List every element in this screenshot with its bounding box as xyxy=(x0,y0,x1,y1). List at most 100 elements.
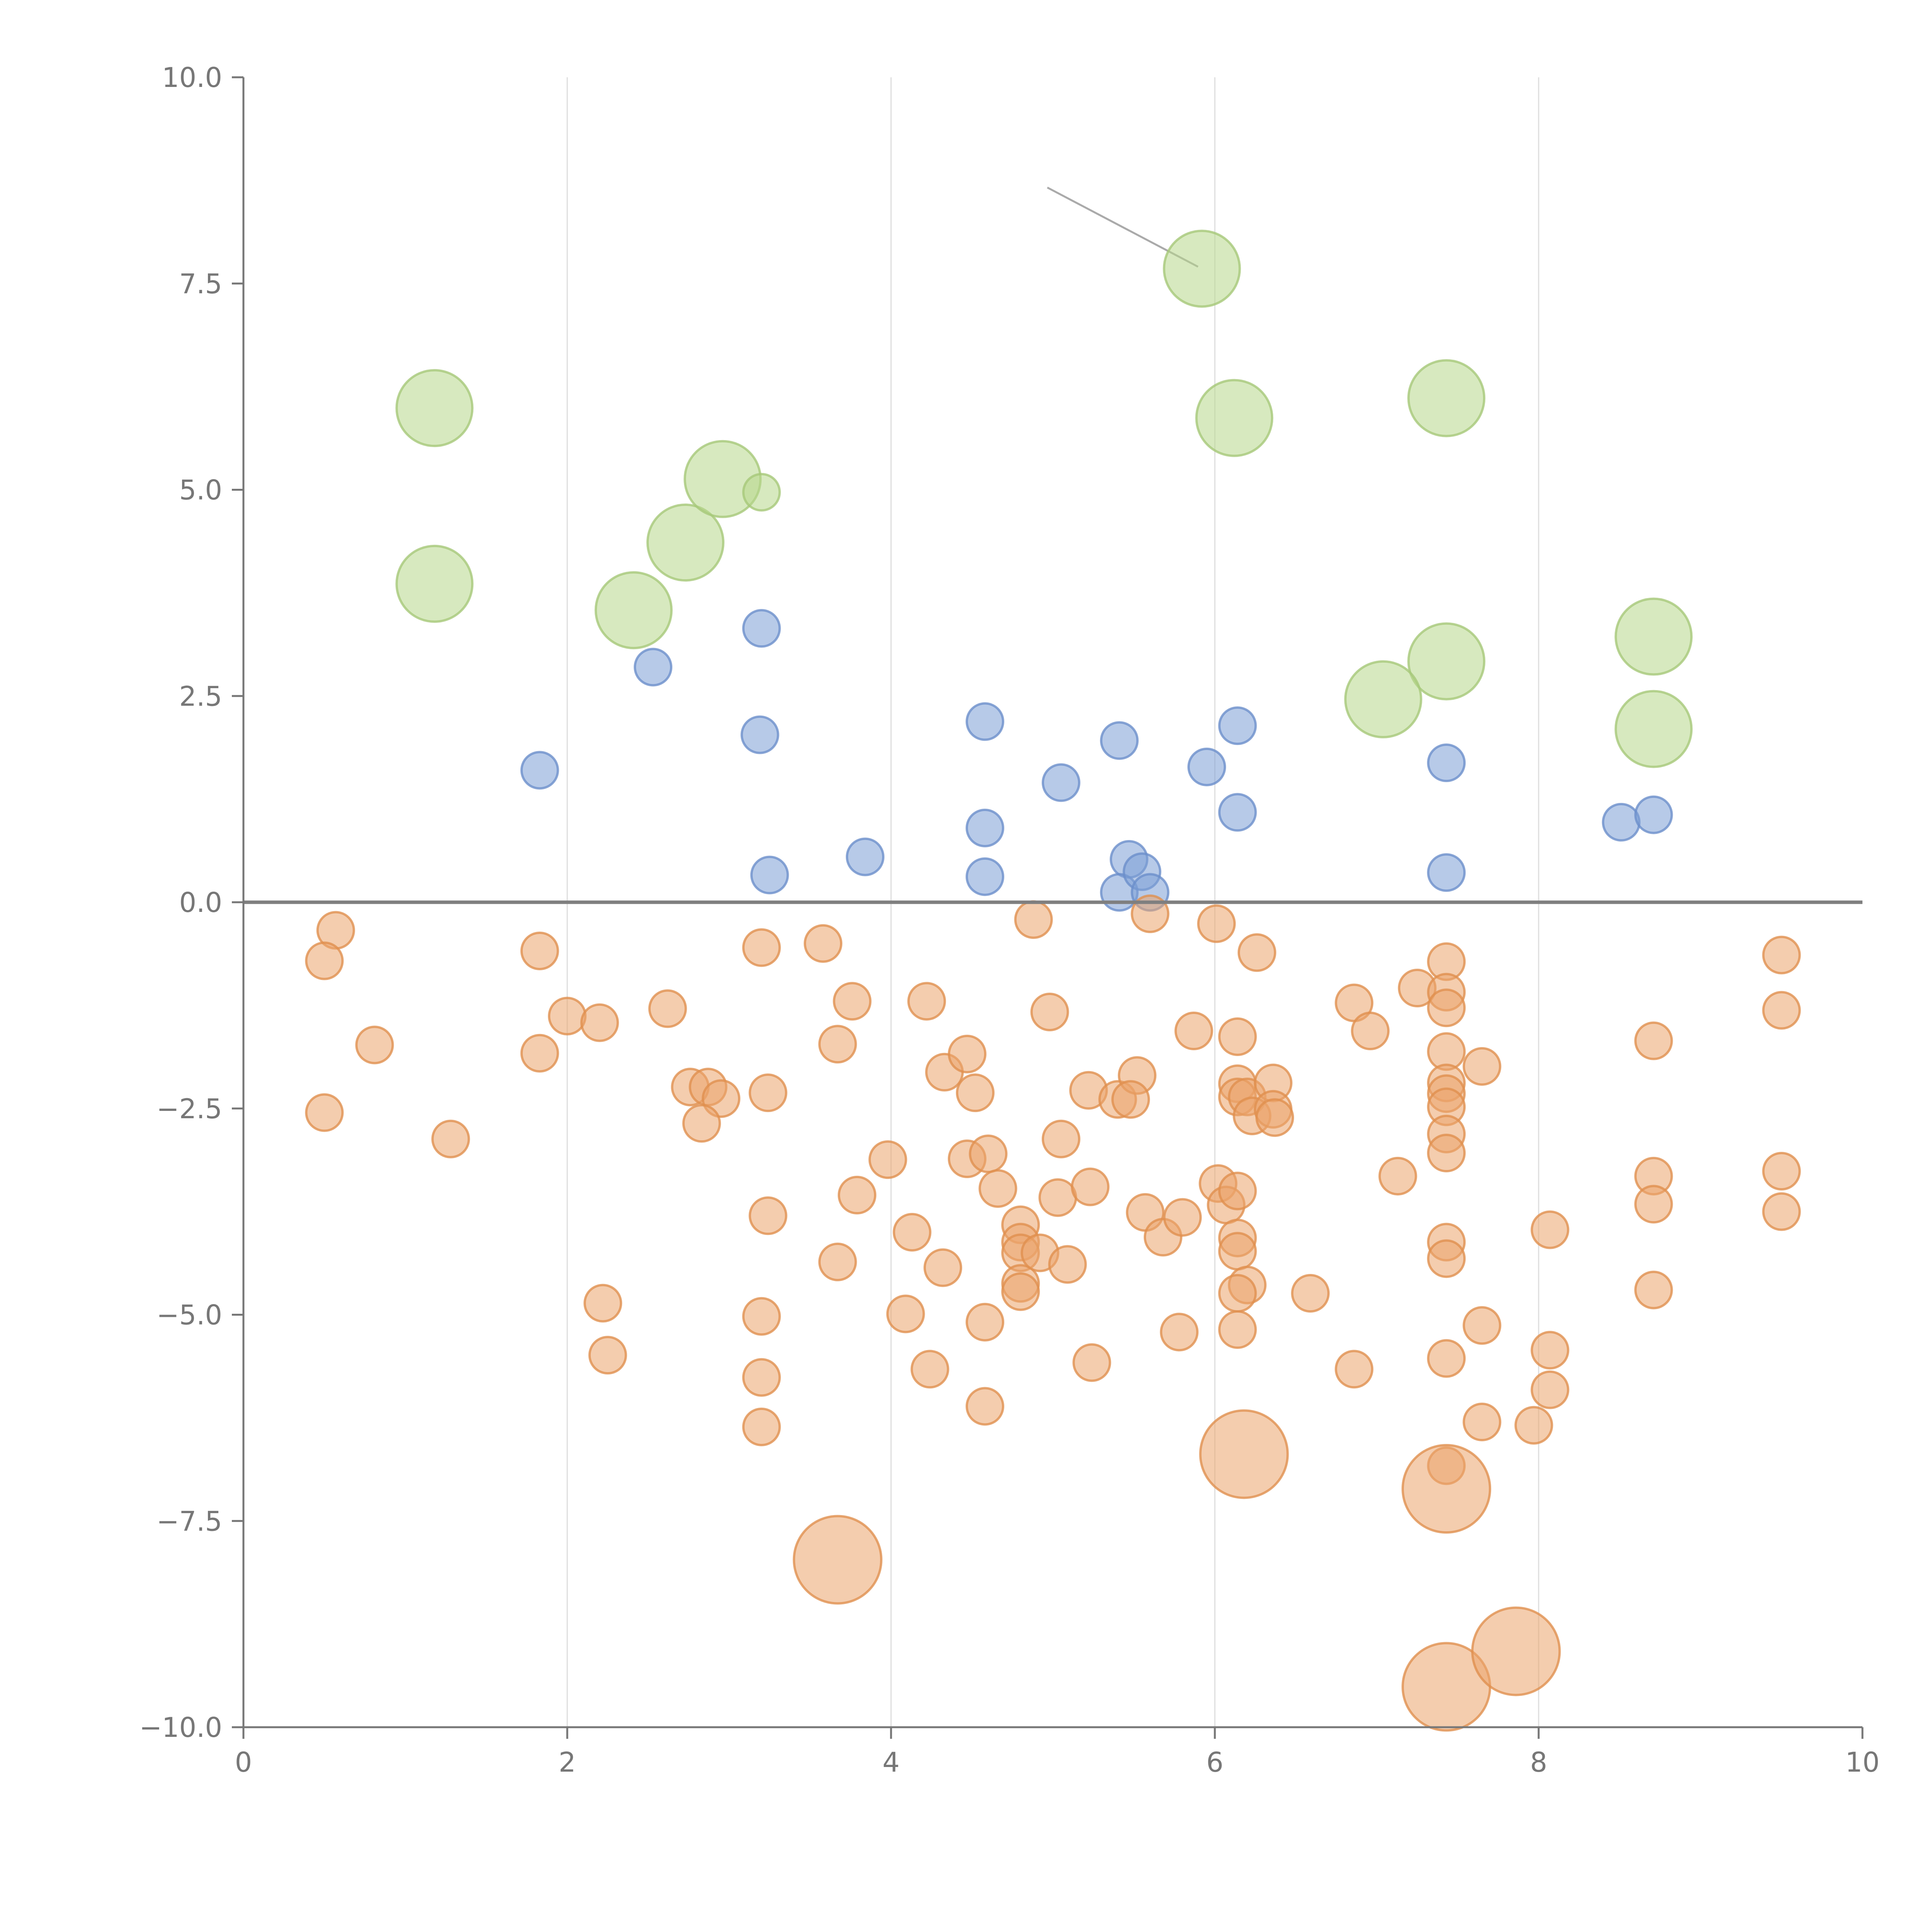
orange-bubble xyxy=(833,982,872,1021)
orange-bubble xyxy=(893,1213,932,1252)
orange-bubble xyxy=(907,982,946,1021)
orange-bubble xyxy=(588,1336,627,1375)
orange-bubble xyxy=(748,1073,787,1112)
orange-bubble xyxy=(1427,1339,1466,1378)
orange-bubble xyxy=(1514,1406,1553,1445)
orange-bubble xyxy=(1218,1172,1257,1211)
blue-bubble xyxy=(1218,706,1257,745)
orange-bubble xyxy=(305,941,344,980)
orange-bubble xyxy=(1072,1343,1111,1382)
orange-bubble xyxy=(910,1350,949,1389)
orange-bubble xyxy=(1131,894,1170,933)
orange-bubble xyxy=(648,989,687,1028)
orange-bubble xyxy=(1634,1185,1673,1224)
blue-bubble xyxy=(1100,721,1139,760)
orange-bubble xyxy=(804,924,843,963)
blue-bubble xyxy=(1427,853,1466,892)
blue-bubble xyxy=(520,751,559,790)
x-tick-label: 8 xyxy=(1530,1747,1548,1778)
blue-bubble xyxy=(1602,803,1641,842)
orange-bubble xyxy=(1291,1274,1330,1313)
orange-bubble xyxy=(431,1119,470,1158)
axis-layer: 10.0 7.5 5.0 2.5 0.0 −2.5 −5.0 −7.5 −10.0 0 2 4 6 8 10 xyxy=(139,62,1879,1778)
orange-bubble xyxy=(793,1515,883,1605)
green-bubble xyxy=(1407,622,1486,701)
x-tick-label: 10 xyxy=(1845,1747,1879,1778)
green-bubble xyxy=(1344,660,1422,738)
orange-bubble xyxy=(868,1140,907,1179)
bubble-layer xyxy=(305,230,1801,1732)
orange-bubble xyxy=(1218,1310,1257,1349)
x-tick-label: 6 xyxy=(1206,1747,1224,1778)
orange-bubble xyxy=(1335,1350,1374,1389)
orange-bubble xyxy=(1199,1409,1289,1499)
blue-bubble xyxy=(1187,747,1226,786)
orange-bubble xyxy=(1401,1444,1492,1534)
orange-bubble xyxy=(1174,1012,1213,1051)
orange-bubble xyxy=(1762,935,1801,975)
orange-bubble xyxy=(886,1294,925,1333)
orange-bubble xyxy=(1038,1178,1077,1217)
orange-bubble xyxy=(742,1358,781,1397)
y-tick-label: 5.0 xyxy=(179,474,222,506)
orange-bubble xyxy=(305,1093,344,1132)
orange-bubble xyxy=(978,1169,1017,1208)
blue-bubble xyxy=(966,702,1005,741)
orange-bubble xyxy=(1071,1167,1110,1206)
orange-bubble xyxy=(1531,1370,1570,1409)
orange-bubble xyxy=(1463,1403,1502,1442)
orange-bubble xyxy=(1762,1192,1801,1231)
y-tick-label: 2.5 xyxy=(179,680,222,712)
green-bubble xyxy=(1163,230,1241,308)
orange-bubble xyxy=(969,1134,1008,1173)
orange-bubble xyxy=(818,1025,857,1064)
y-tick-label: −7.5 xyxy=(156,1505,222,1537)
orange-bubble xyxy=(355,1026,394,1065)
green-bubble xyxy=(646,503,724,582)
orange-bubble xyxy=(1351,1012,1390,1051)
orange-bubble xyxy=(548,997,587,1036)
orange-bubble xyxy=(1634,1270,1673,1310)
blue-bubble xyxy=(1041,763,1080,802)
orange-bubble xyxy=(818,1242,857,1281)
orange-bubble xyxy=(1001,1272,1040,1311)
green-bubble xyxy=(1407,359,1486,437)
green-bubble xyxy=(395,544,474,623)
y-tick-label: −10.0 xyxy=(139,1712,222,1743)
orange-bubble xyxy=(1427,1134,1466,1173)
green-bubble xyxy=(594,571,673,650)
y-tick-label: −5.0 xyxy=(156,1299,222,1331)
orange-bubble xyxy=(1218,1274,1257,1313)
orange-bubble xyxy=(748,1196,787,1235)
blue-bubble xyxy=(1218,793,1257,832)
orange-bubble xyxy=(1427,1239,1466,1278)
blue-bubble xyxy=(966,808,1005,847)
orange-bubble xyxy=(1762,991,1801,1030)
orange-bubble xyxy=(1160,1313,1199,1352)
blue-bubble xyxy=(845,837,884,876)
blue-bubble xyxy=(742,609,781,648)
x-tick-label: 2 xyxy=(559,1747,576,1778)
orange-bubble xyxy=(520,931,559,970)
orange-bubble xyxy=(1048,1245,1087,1284)
orange-bubble xyxy=(1014,900,1053,939)
x-tick-label: 4 xyxy=(883,1747,900,1778)
orange-bubble xyxy=(1531,1210,1570,1249)
y-tick-label: 0.0 xyxy=(179,887,222,918)
orange-bubble xyxy=(742,1297,781,1336)
y-tick-label: 7.5 xyxy=(179,268,222,300)
orange-bubble xyxy=(1463,1306,1502,1345)
orange-bubble xyxy=(1237,933,1276,972)
blue-bubble xyxy=(1427,743,1466,782)
y-tick-label: −2.5 xyxy=(156,1093,222,1125)
orange-bubble xyxy=(966,1387,1005,1426)
orange-bubble xyxy=(1427,988,1466,1027)
green-bubble xyxy=(395,369,474,447)
orange-bubble xyxy=(1041,1119,1080,1158)
orange-bubble xyxy=(1111,1080,1150,1119)
orange-bubble xyxy=(1531,1331,1570,1370)
blue-bubble xyxy=(966,857,1005,896)
orange-bubble xyxy=(1218,1232,1257,1271)
